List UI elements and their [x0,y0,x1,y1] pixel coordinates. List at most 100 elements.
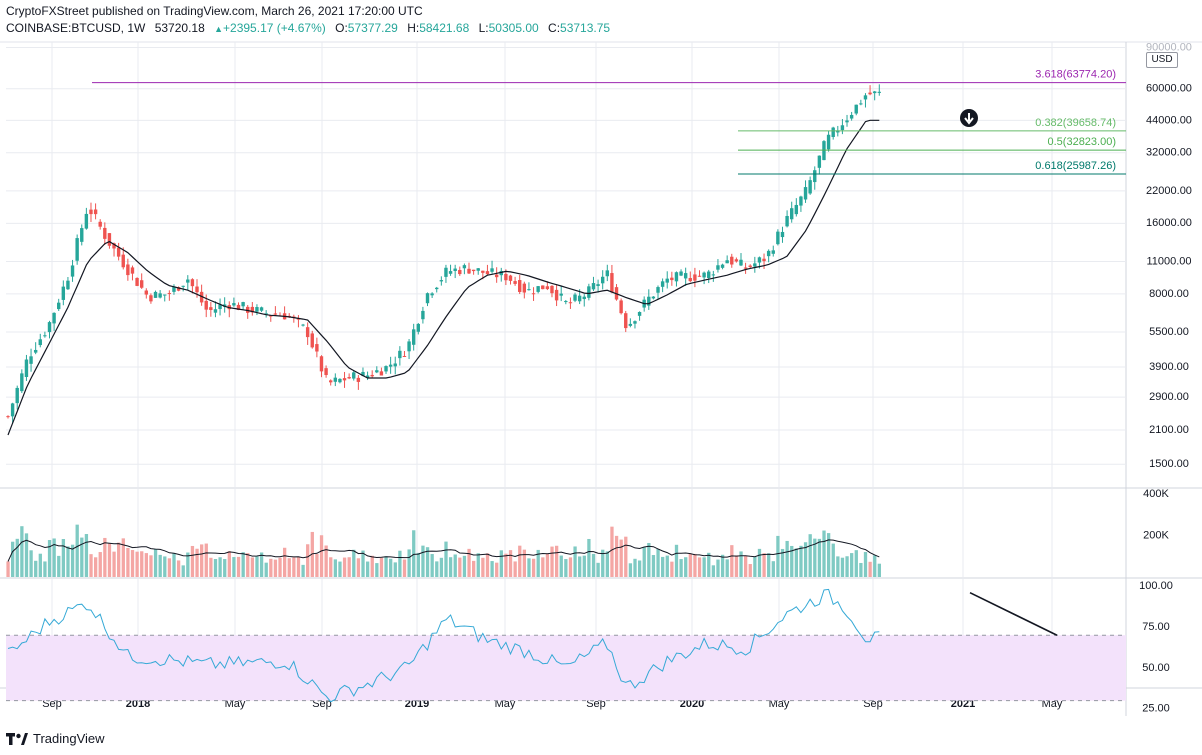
candle-body [610,273,614,293]
candle-body [725,260,729,264]
volume-bar [522,549,527,577]
volume-bar [66,546,70,577]
volume-bar [458,557,462,577]
volume-bar [241,552,245,577]
candle-body [29,356,33,364]
volume-bar [845,556,849,577]
footer-brand[interactable]: TradingView [6,731,105,746]
candle-body [785,215,789,227]
volume-bar [246,553,250,577]
candle-body [711,274,716,276]
candle-body [771,250,775,254]
y-tick-label: 22000.00 [1146,185,1192,197]
candle-body [462,265,467,269]
candle-body [633,321,637,324]
candle-body [619,300,623,314]
candle-body [776,231,780,245]
candle-body [545,286,550,290]
volume-bar [531,558,536,577]
y-tick-label: 8000.00 [1149,288,1189,300]
volume-bar [624,536,628,577]
candle-body [554,289,559,301]
candle-body [149,295,153,302]
volume-bar [711,565,716,577]
volume-bar [753,556,757,577]
volume-bar [688,553,692,577]
volume-bar [421,545,425,577]
candle-body [683,273,688,279]
volume-bar [333,559,338,577]
high-value: 58421.68 [419,21,470,35]
volume-bar [822,530,826,577]
volume-bar [365,561,370,577]
candle-body [342,378,347,381]
volume-bar [11,541,15,577]
volume-bar [24,533,29,577]
candle-body [817,155,822,168]
volume-bar [370,555,374,577]
candle-body [720,264,725,268]
volume-bar [739,551,743,577]
candle-body [481,270,485,273]
candle-body [471,269,476,272]
price-change: +2395.17 (+4.67%) [223,21,326,35]
volume-bar [628,563,633,577]
volume-bar [121,538,125,577]
candle-body [813,170,817,183]
candle-body [568,302,573,304]
volume-bar [559,555,563,577]
candle-body [319,356,324,372]
volume-bar [200,544,204,577]
volume-bar [665,555,669,577]
volume-bar [107,543,112,577]
volume-bar [476,553,480,577]
candle-body [840,125,845,131]
volume-bar [472,560,476,577]
volume-bar [748,564,752,577]
volume-bar [236,556,241,577]
candle-body [550,285,554,294]
volume-bar [140,551,144,577]
candle-body [624,313,628,329]
volume-bar [163,556,167,577]
volume-bar [836,556,840,577]
volume-bar [508,550,513,577]
volume-bar [6,561,10,577]
candle-body [379,371,384,376]
volume-bar [467,548,471,577]
candle-body [301,324,305,326]
volume-bar [158,554,162,577]
candle-body [398,350,402,359]
candle-body [665,278,669,283]
volume-bar [550,546,554,577]
volume-bar [144,553,148,577]
candle-body [20,373,24,392]
candle-body [872,91,877,94]
volume-bar [614,535,619,577]
volume-bar [47,540,52,577]
candle-body [587,286,591,298]
candle-body [527,289,531,291]
volume-bar [34,560,38,577]
candle-body [458,269,462,275]
rsi-band [6,635,1126,701]
volume-bar [771,561,775,577]
candle-body [660,281,665,287]
volume-bar [817,538,822,577]
candle-body [444,267,448,277]
volume-bar [799,545,803,577]
volume-bar [808,534,812,577]
candle-body [186,279,190,283]
volume-bar [135,551,139,577]
volume-bar [223,559,227,577]
volume-bar [868,561,872,577]
symbol-label[interactable]: COINBASE:BTCUSD, 1W [6,21,146,35]
candle-body [98,221,102,227]
candle-body [748,265,752,267]
rsi-line [7,588,880,703]
volume-bar [213,559,218,577]
volume-bar [720,554,725,577]
candle-body [564,301,568,303]
candle-body [854,104,858,114]
